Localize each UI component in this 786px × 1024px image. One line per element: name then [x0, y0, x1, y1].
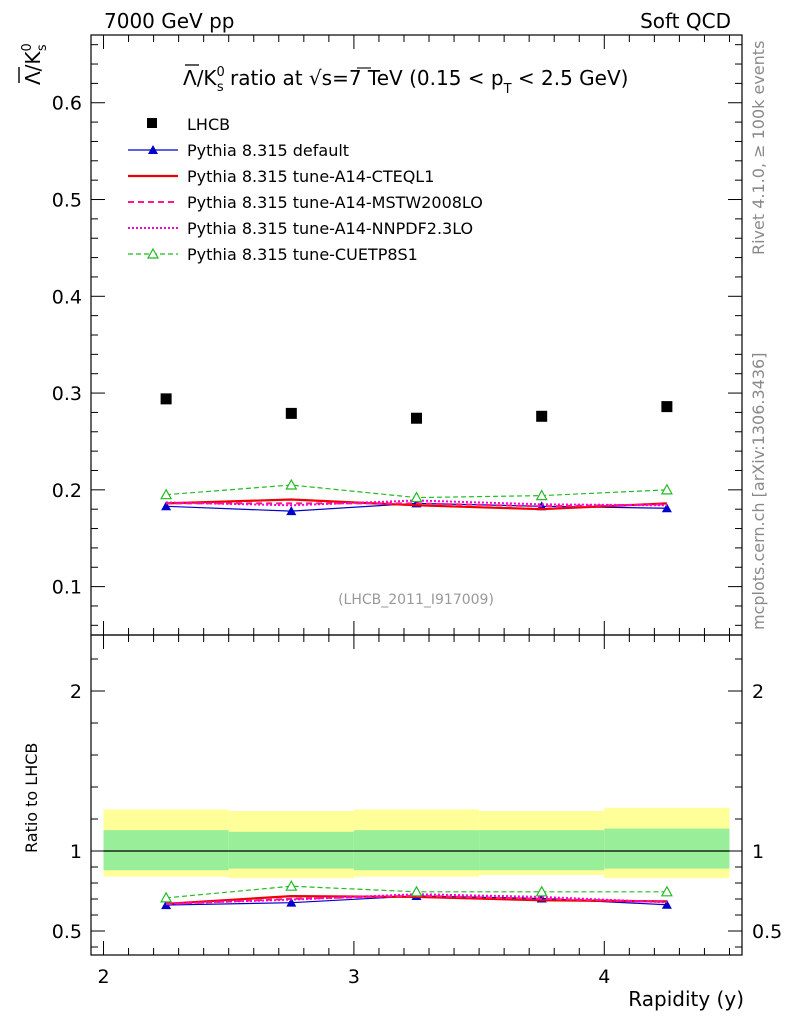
ratio-band-inner: [103, 830, 229, 871]
ratio-series-point-4: [410, 885, 423, 897]
title-energy: s=7 TeV (0.15 < p: [322, 66, 504, 90]
legend: LHCB Pythia 8.315 default Pythia 8.315 t…: [128, 115, 483, 264]
y-label-subscript: s: [35, 44, 50, 51]
ratio-series-point-4: [285, 879, 298, 891]
legend-default-marker: [148, 145, 158, 154]
y-label-superscript: 0: [20, 43, 35, 51]
main-series-point-0: [161, 501, 172, 511]
legend-lhcb-marker: [147, 118, 157, 128]
lhcb-data-point: [411, 412, 422, 424]
main-series-line-3: [166, 499, 667, 507]
header-left: 7000 GeV pp: [104, 9, 235, 33]
analysis-watermark: (LHCB_2011_I917009): [338, 592, 494, 608]
title-lambda: Λ: [183, 66, 197, 90]
ratio-series-line-3: [166, 893, 667, 905]
main-y-tick-label: 0.6: [52, 93, 82, 115]
y-label-lambda: Λ: [21, 71, 45, 85]
x-axis-label: Rapidity (y): [628, 987, 744, 1011]
main-series-point-4: [660, 483, 673, 495]
title-sub-s: s: [217, 80, 224, 95]
legend-mstw-label: Pythia 8.315 tune-A14-MSTW2008LO: [187, 193, 483, 212]
main-y-tick-label: 0.3: [52, 383, 82, 405]
x-tick-label: 3: [348, 966, 360, 988]
ratio-y-axis-label: Ratio to LHCB: [22, 743, 41, 853]
ratio-series-point-0: [661, 899, 672, 909]
plot-title: Λ/K0 s ratio at √s=7 TeV (0.15 < pT < 2.5…: [183, 64, 628, 97]
ratio-y-tick-label: 1: [70, 841, 82, 863]
x-tick-label: 2: [97, 966, 109, 988]
main-series-point-4: [160, 488, 173, 500]
main-y-tick-label: 0.1: [52, 577, 82, 599]
main-y-tick-label: 0.4: [52, 286, 82, 308]
ratio-plot-frame: [90, 634, 743, 956]
title-sup: 0: [217, 65, 225, 80]
ratio-y-tick-label-right: 1: [752, 841, 764, 863]
lhcb-data-point: [536, 410, 548, 422]
main-series-point-0: [661, 503, 672, 513]
legend-lhcb-label: LHCB: [187, 115, 230, 134]
ratio-series-point-4: [660, 885, 673, 897]
legend-cuetp8s1-marker: [146, 247, 160, 259]
ratio-series-point-4: [535, 885, 548, 897]
main-series-point-0: [286, 506, 297, 516]
main-series-point-4: [285, 478, 298, 490]
title-sub-t: T: [503, 82, 512, 97]
y-label-slash-k: /K: [21, 51, 45, 72]
title-slash-k: /K: [197, 66, 218, 90]
main-y-tick-label: 0.2: [52, 480, 82, 502]
ratio-series-point-0: [161, 900, 172, 910]
legend-nnpdf-label: Pythia 8.315 tune-A14-NNPDF2.3LO: [187, 219, 473, 238]
main-series-line-1: [166, 498, 667, 511]
ratio-band-inner: [353, 830, 480, 871]
lhcb-data-point: [285, 407, 297, 419]
lhcb-data-point: [661, 401, 673, 413]
legend-cteql1-label: Pythia 8.315 tune-A14-CTEQL1: [187, 167, 434, 186]
title-mid: ratio at: [224, 66, 309, 90]
ratio-series-point-0: [286, 897, 297, 907]
mcplots-reference-label: mcplots.cern.ch [arXiv:1306.3436]: [749, 353, 768, 630]
svg-text:Λ/K0s: Λ/K0s: [20, 43, 50, 85]
title-post: < 2.5 GeV): [512, 66, 629, 90]
ratio-y-tick-label: 2: [70, 681, 82, 703]
header-right: Soft QCD: [640, 9, 731, 33]
ratio-y-tick-label-right: 0.5: [752, 921, 782, 943]
ratio-y-tick-label-right: 2: [752, 681, 764, 703]
ratio-band-inner: [228, 831, 354, 869]
main-series-point-4: [410, 491, 423, 503]
legend-default-label: Pythia 8.315 default: [187, 141, 349, 160]
main-series-point-4: [535, 489, 548, 501]
svg-text:Λ/K0s ratio at √s=7 TeV (0.15: Λ/K0 s ratio at √s=7 TeV (0.15 < pT < 2.5…: [183, 65, 628, 97]
legend-cuetp8s1-label: Pythia 8.315 tune-CUETP8S1: [187, 245, 418, 264]
ratio-band-inner: [479, 830, 605, 871]
main-y-tick-label: 0.5: [52, 190, 82, 212]
x-tick-label: 4: [598, 966, 610, 988]
ratio-series-point-4: [160, 891, 173, 903]
main-y-axis-label: Λ/K0s: [18, 43, 50, 85]
lhcb-data-point: [160, 393, 172, 405]
main-series-line-2: [166, 502, 667, 508]
ratio-band-inner: [604, 828, 730, 869]
ratio-series-line-1: [166, 895, 667, 905]
rivet-version-label: Rivet 4.1.0, ≥ 100k events: [749, 41, 768, 255]
ratio-y-tick-label: 0.5: [52, 921, 82, 943]
title-root: √: [309, 66, 322, 90]
